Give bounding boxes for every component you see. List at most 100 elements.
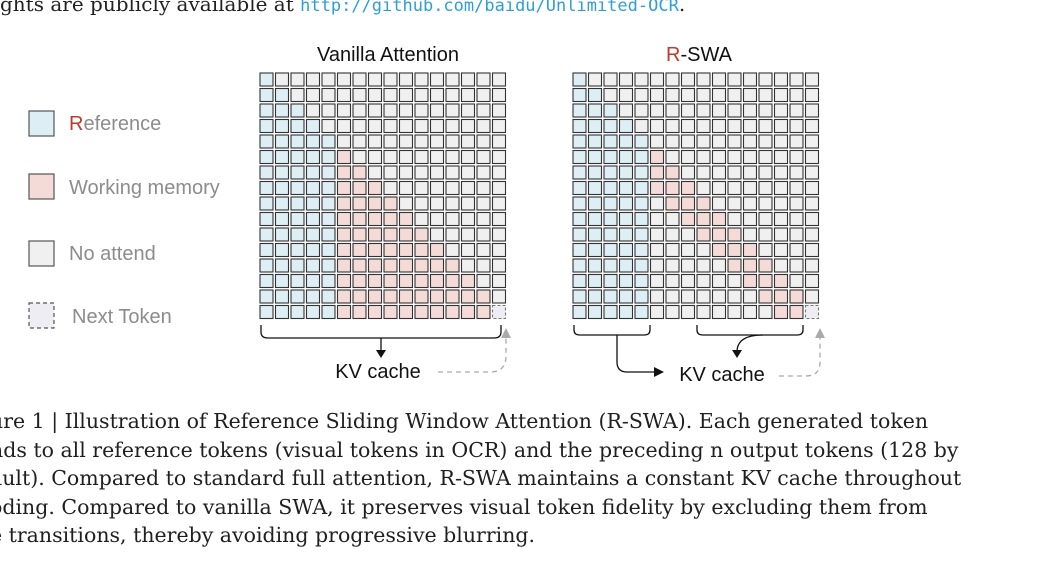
- rswa-cell-ref: [572, 289, 587, 304]
- rswa-cell-ref: [634, 242, 649, 258]
- vanilla-cell-work: [445, 304, 460, 320]
- rswa-cell-none: [649, 242, 665, 258]
- rswa-cell-none: [711, 87, 727, 103]
- vanilla-cell-work: [398, 227, 414, 242]
- rswa-cell-work: [711, 242, 727, 258]
- rswa-cell-none: [665, 103, 680, 118]
- rswa-reference-brace: [573, 325, 651, 336]
- vanilla-cell-work: [336, 304, 352, 320]
- vanilla-cell-none: [414, 103, 429, 118]
- vanilla-cell-ref: [290, 289, 305, 304]
- vanilla-cell-work: [383, 273, 398, 289]
- vanilla-cell-ref: [274, 165, 290, 180]
- vanilla-cell-none: [274, 72, 290, 87]
- vanilla-cell-none: [460, 103, 476, 118]
- rswa-cell-work: [773, 304, 789, 320]
- rswa-cell-none: [603, 87, 618, 103]
- rswa-cell-none: [603, 72, 618, 87]
- rswa-cell-none: [680, 258, 696, 273]
- rswa-cell-none: [587, 72, 603, 87]
- vanilla-cell-ref: [321, 242, 336, 258]
- vanilla-cell-none: [414, 196, 429, 211]
- vanilla-cell-ref: [274, 258, 290, 273]
- rswa-cell-none: [773, 227, 789, 242]
- vanilla-cell-ref: [274, 149, 290, 165]
- rswa-cell-none: [758, 304, 773, 320]
- vanilla-cell-ref: [305, 165, 321, 180]
- vanilla-cell-none: [491, 103, 507, 118]
- rswa-cell-none: [665, 289, 680, 304]
- vanilla-cell-ref: [290, 211, 305, 227]
- vanilla-cell-none: [476, 87, 491, 103]
- vanilla-cell-ref: [274, 134, 290, 149]
- vanilla-cell-none: [476, 258, 491, 273]
- rswa-cell-ref: [587, 87, 603, 103]
- vanilla-cell-none: [429, 180, 445, 196]
- vanilla-cell-work: [336, 211, 352, 227]
- rswa-cell-ref: [587, 103, 603, 118]
- vanilla-cell-ref: [305, 211, 321, 227]
- rswa-cell-none: [665, 227, 680, 242]
- rswa-cell-ref: [618, 196, 634, 211]
- vanilla-cell-none: [383, 118, 398, 134]
- rswa-cell-ref: [603, 103, 618, 118]
- rswa-cell-none: [789, 134, 804, 149]
- vanilla-cell-none: [476, 165, 491, 180]
- rswa-cell-none: [789, 242, 804, 258]
- rswa-cell-none: [696, 72, 711, 87]
- rswa-cell-none: [742, 134, 758, 149]
- rswa-cell-none: [727, 103, 742, 118]
- vanilla-cell-none: [383, 149, 398, 165]
- rswa-cell-ref: [572, 72, 587, 87]
- vanilla-cell-work: [383, 258, 398, 273]
- vanilla-cell-none: [460, 227, 476, 242]
- vanilla-cell-ref: [274, 227, 290, 242]
- rswa-cell-none: [649, 304, 665, 320]
- caption-line-4: oding. Compared to vanilla SWA, it prese…: [0, 494, 928, 519]
- rswa-cell-none: [649, 227, 665, 242]
- rswa-cell-ref: [572, 211, 587, 227]
- vanilla-cell-none: [476, 273, 491, 289]
- rswa-cell-none: [742, 211, 758, 227]
- rswa-cell-ref: [572, 87, 587, 103]
- rswa-cell-none: [727, 289, 742, 304]
- rswa-cell-none: [773, 134, 789, 149]
- rswa-cell-none: [758, 87, 773, 103]
- rswa-cell-none: [634, 118, 649, 134]
- vanilla-cell-none: [398, 149, 414, 165]
- vanilla-cell-ref: [259, 289, 274, 304]
- rswa-cell-none: [696, 242, 711, 258]
- rswa-cell-none: [742, 165, 758, 180]
- github-link[interactable]: http://github.com/baidu/Unlimited-OCR: [300, 0, 679, 16]
- rswa-cell-none: [804, 211, 820, 227]
- rswa-cell-none: [680, 165, 696, 180]
- vanilla-cell-none: [460, 87, 476, 103]
- vanilla-cell-work: [398, 211, 414, 227]
- vanilla-cell-none: [429, 103, 445, 118]
- rswa-cell-none: [680, 103, 696, 118]
- rswa-cell-ref: [572, 304, 587, 320]
- rswa-cell-none: [649, 289, 665, 304]
- rswa-cell-work: [789, 289, 804, 304]
- rswa-cell-none: [680, 118, 696, 134]
- attention-figure: Vanilla Attention R-SWA Reference Workin…: [28, 44, 825, 386]
- vanilla-cell-ref: [274, 196, 290, 211]
- rswa-cell-ref: [603, 273, 618, 289]
- rswa-cell-none: [804, 149, 820, 165]
- rswa-cell-none: [789, 180, 804, 196]
- vanilla-cell-work: [383, 289, 398, 304]
- rswa-cell-ref: [618, 304, 634, 320]
- vanilla-cell-work: [383, 242, 398, 258]
- rswa-cell-ref: [603, 211, 618, 227]
- rswa-cell-work: [680, 196, 696, 211]
- vanilla-cell-none: [352, 118, 367, 134]
- vanilla-cell-none: [321, 72, 336, 87]
- rswa-cell-none: [696, 149, 711, 165]
- rswa-cell-ref: [572, 165, 587, 180]
- rswa-cell-work: [727, 258, 742, 273]
- rswa-cell-none: [665, 87, 680, 103]
- vanilla-cell-none: [491, 118, 507, 134]
- rswa-cell-none: [680, 149, 696, 165]
- rswa-cell-ref: [603, 118, 618, 134]
- vanilla-cell-none: [445, 196, 460, 211]
